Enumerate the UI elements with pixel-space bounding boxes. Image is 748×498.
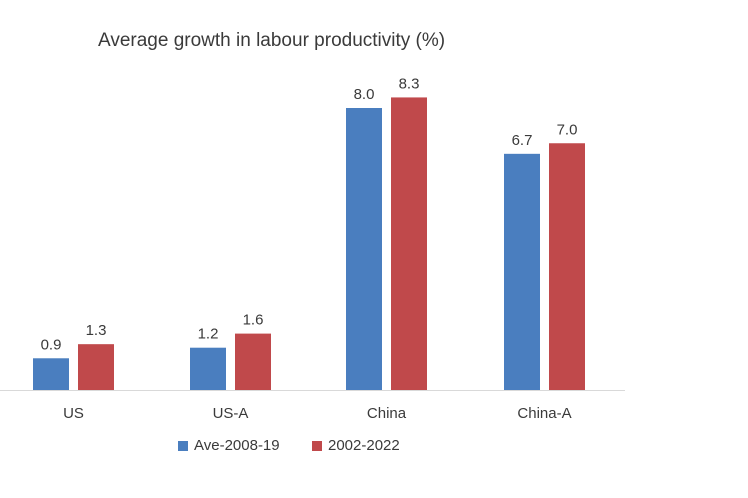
legend-label: Ave-2008-19: [194, 437, 280, 454]
value-label-us-a-ave-2008-19: 1.2: [198, 326, 219, 343]
value-label-china-ave-2008-19: 8.0: [354, 86, 375, 103]
bar-us-a-ave-2008-19: [190, 347, 226, 390]
bars-group: [33, 97, 585, 391]
legend-swatch-blue: [178, 440, 188, 451]
bar-china-2002-2022: [391, 97, 427, 391]
value-label-us-a-2002-2022: 1.6: [243, 312, 264, 329]
category-label-us: US: [63, 405, 84, 422]
chart-title: Average growth in labour productivity (%…: [98, 30, 446, 51]
category-label-us-a: US-A: [213, 405, 249, 422]
value-label-us-2002-2022: 1.3: [86, 322, 107, 339]
category-labels-group: US US-A China China-A: [63, 405, 572, 422]
value-labels-group: 0.9 1.3 1.2 1.6 8.0 8.3 6.7 7.0: [41, 75, 578, 353]
legend: Ave-2008-19 2002-2022: [0, 437, 748, 457]
legend-swatch-red: [312, 440, 322, 451]
value-label-china-a-2002-2022: 7.0: [557, 121, 578, 138]
bar-us-ave-2008-19: [33, 358, 69, 390]
bar-china-a-2002-2022: [549, 143, 585, 390]
value-label-us-ave-2008-19: 0.9: [41, 336, 62, 353]
bar-china-ave-2008-19: [346, 108, 382, 390]
legend-item-2002-2022: 2002-2022: [312, 437, 400, 454]
value-label-china-a-ave-2008-19: 6.7: [512, 132, 533, 149]
category-label-china-a: China-A: [517, 405, 571, 422]
bar-china-a-ave-2008-19: [504, 153, 540, 390]
bar-us-2002-2022: [78, 344, 114, 390]
bar-us-a-2002-2022: [235, 333, 271, 390]
legend-item-ave-2008-19: Ave-2008-19: [178, 437, 280, 454]
legend-label: 2002-2022: [328, 437, 400, 454]
category-label-china: China: [367, 405, 407, 422]
value-label-china-2002-2022: 8.3: [399, 75, 420, 92]
